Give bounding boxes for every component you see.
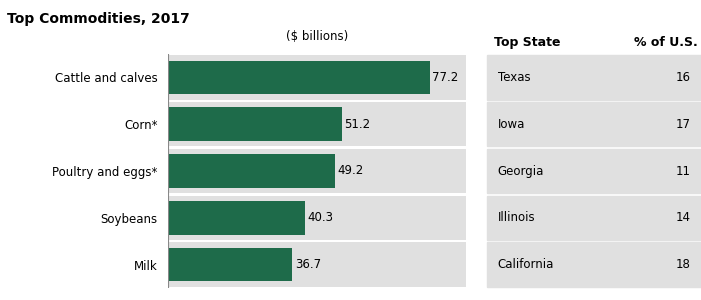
Bar [168, 248, 292, 281]
Text: 49.2: 49.2 [337, 164, 364, 178]
Text: 18: 18 [676, 258, 690, 271]
Text: 16: 16 [676, 71, 690, 84]
Bar [168, 55, 466, 100]
Bar [168, 102, 466, 146]
Text: California: California [498, 258, 554, 271]
Text: Top State: Top State [494, 36, 561, 49]
Text: Georgia: Georgia [498, 164, 544, 178]
Text: Texas: Texas [498, 71, 531, 84]
Text: Top Commodities, 2017: Top Commodities, 2017 [7, 12, 190, 26]
Text: Illinois: Illinois [498, 211, 536, 224]
Text: 51.2: 51.2 [344, 118, 370, 131]
Bar [168, 201, 305, 235]
Bar [168, 61, 430, 94]
Bar [168, 196, 466, 240]
Text: % of U.S.: % of U.S. [634, 36, 698, 49]
Bar [168, 149, 466, 193]
Bar [168, 107, 341, 141]
Bar [168, 154, 335, 188]
Text: 17: 17 [676, 118, 690, 131]
Bar [168, 242, 466, 287]
Text: ($ billions): ($ billions) [286, 30, 348, 43]
Text: 14: 14 [676, 211, 690, 224]
Text: 11: 11 [676, 164, 690, 178]
Text: 36.7: 36.7 [295, 258, 321, 271]
Text: 77.2: 77.2 [433, 71, 458, 84]
Text: 40.3: 40.3 [307, 211, 334, 224]
Text: Iowa: Iowa [498, 118, 525, 131]
